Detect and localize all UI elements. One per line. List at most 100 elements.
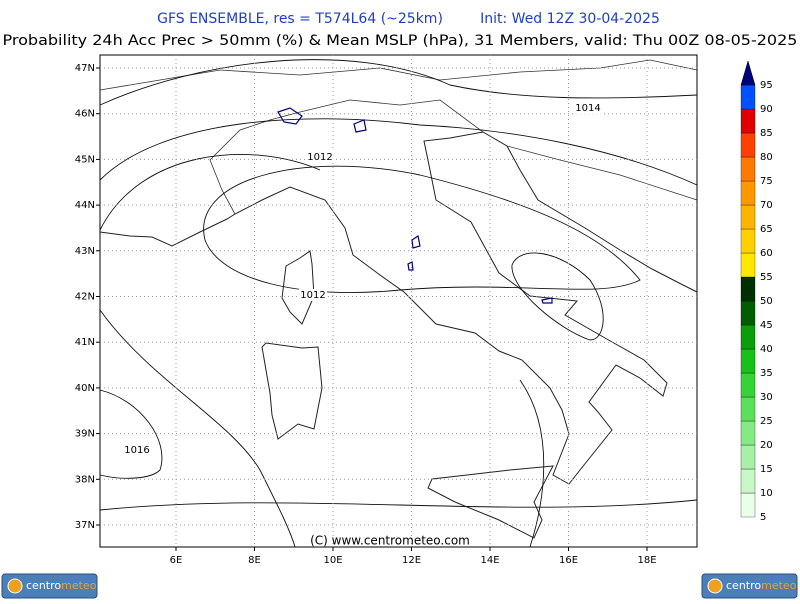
map: 47N 46N 45N 44N 43N 42N 41N 40N 39N 38N 37N 6E 8E 10E…	[75, 54, 698, 566]
colorbar-label: 30	[760, 392, 773, 403]
colorbar-label: 45	[760, 320, 773, 331]
logo-icon	[7, 578, 23, 594]
corsica	[281, 250, 315, 325]
lat-label: 46N	[75, 109, 95, 120]
logo-text: centrometeo	[726, 579, 797, 592]
lat-label: 43N	[75, 246, 95, 257]
colorbar-label: 90	[760, 104, 773, 115]
balkan-border	[506, 145, 698, 201]
lat-label: 39N	[75, 429, 95, 440]
isobar-label-bg	[123, 444, 151, 456]
lat-label: 38N	[75, 474, 95, 485]
colorbar-swatch	[740, 252, 756, 278]
logo: centrometeo	[701, 573, 798, 599]
colorbar-swatch	[740, 204, 756, 230]
isobar	[99, 499, 698, 511]
logo: centrometeo	[1, 573, 98, 599]
logo-left: centro	[26, 579, 61, 592]
colorbar-swatch	[740, 156, 756, 182]
logo-box	[701, 573, 798, 599]
precip-area	[407, 261, 414, 271]
colorbar-swatch	[740, 372, 756, 398]
colorbar-swatch	[740, 60, 756, 86]
colorbar-label: 5	[760, 512, 766, 523]
lon-label: 14E	[480, 555, 499, 566]
isobar	[99, 389, 163, 479]
logo-right: meteo	[761, 579, 797, 592]
map-frame	[99, 54, 698, 548]
alps-border	[209, 99, 484, 215]
logo-icon	[707, 578, 723, 594]
title: GFS ENSEMBLE, res = T574L64 (~25km)	[157, 11, 443, 27]
isobar	[99, 154, 321, 548]
precip-contours	[277, 107, 553, 304]
colorbar-label: 25	[760, 416, 773, 427]
credit: (C) www.centrometeo.com	[310, 534, 470, 548]
colorbar-label: 80	[760, 152, 773, 163]
colorbar-swatch	[740, 420, 756, 446]
precip-area	[353, 119, 367, 133]
isobar	[519, 379, 545, 548]
lat-label: 47N	[75, 63, 95, 74]
lon-label: 10E	[323, 555, 342, 566]
colorbar-label: 50	[760, 296, 773, 307]
colorbar-label: 65	[760, 224, 773, 235]
colorbar-swatch	[740, 348, 756, 374]
colorbar-swatch	[740, 300, 756, 326]
isobar-label: 1012	[300, 290, 325, 301]
colorbar-label: 10	[760, 488, 773, 499]
logo-right: meteo	[61, 579, 97, 592]
lat-label: 41N	[75, 337, 95, 348]
colorbar-label: 85	[760, 128, 773, 139]
colorbar-swatch	[740, 468, 756, 494]
isobar	[99, 59, 698, 106]
isobar-label-bg	[306, 151, 334, 163]
init-time: Init: Wed 12Z 30-04-2025	[480, 11, 660, 27]
lon-label: 18E	[637, 555, 656, 566]
isobar	[511, 252, 604, 341]
isobar-label-bg	[299, 289, 327, 301]
colorbar-swatch	[740, 132, 756, 158]
lon-label: 16E	[559, 555, 578, 566]
colorbar-swatch	[740, 180, 756, 206]
subtitle: Probability 24h Acc Prec > 50mm (%) & Me…	[3, 33, 798, 49]
colorbar-swatch	[740, 276, 756, 302]
colorbar-label: 40	[760, 344, 773, 355]
logo-left: centro	[726, 579, 761, 592]
lat-label: 42N	[75, 292, 95, 303]
colorbar-label: 35	[760, 368, 773, 379]
colorbar-swatch	[740, 492, 756, 518]
colorbar-label: 95	[760, 80, 773, 91]
isobar-label: 1012	[307, 152, 332, 163]
logo-box	[1, 573, 98, 599]
colorbar-label: 70	[760, 200, 773, 211]
colorbar-label: 60	[760, 248, 773, 259]
sicily	[427, 465, 554, 539]
colorbar-swatch	[740, 228, 756, 254]
colorbar-swatch	[740, 108, 756, 134]
logo-text: centrometeo	[26, 579, 97, 592]
lat-label: 45N	[75, 154, 95, 165]
colorbar-label: 55	[760, 272, 773, 283]
colorbar-label: 20	[760, 440, 773, 451]
precip-area	[277, 107, 303, 125]
colorbar-swatch	[740, 84, 756, 110]
colorbar: 5 10 15 20 25 30 35 40 45 50 55 60 65 70 75 80 85 90 95	[740, 60, 773, 523]
lon-label: 12E	[402, 555, 421, 566]
precip-area	[541, 297, 553, 304]
colorbar-swatch	[740, 444, 756, 470]
precip-area	[411, 235, 421, 249]
colorbar-label: 15	[760, 464, 773, 475]
lat-label: 44N	[75, 200, 95, 211]
lon-label: 8E	[248, 555, 261, 566]
colorbar-swatch	[740, 396, 756, 422]
lat-label: 40N	[75, 383, 95, 394]
lon-label: 6E	[170, 555, 183, 566]
sardinia	[261, 342, 323, 440]
isobar	[99, 118, 698, 186]
isobar-label-bg	[574, 102, 602, 114]
colorbar-label: 75	[760, 176, 773, 187]
isobar-label: 1016	[124, 445, 149, 456]
isobar-label: 1014	[575, 103, 600, 114]
